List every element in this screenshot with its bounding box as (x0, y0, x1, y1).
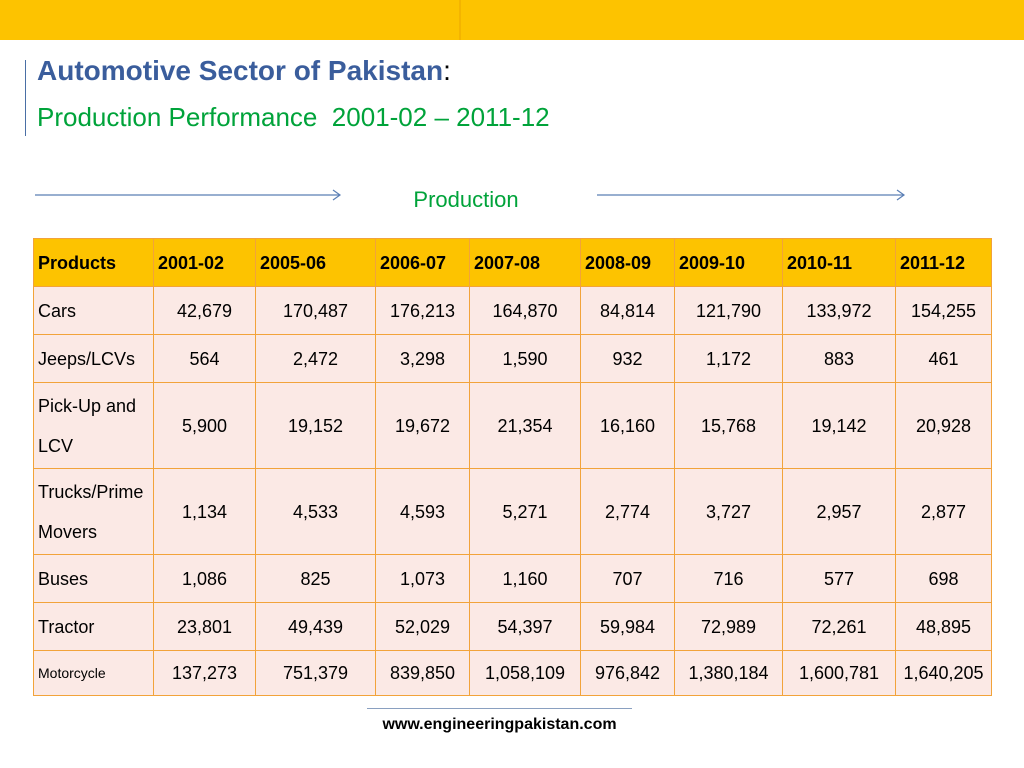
cell: 19,142 (782, 382, 896, 469)
cell: 137,273 (153, 650, 256, 696)
top-divider (459, 0, 461, 40)
cell: 1,600,781 (782, 650, 896, 696)
cell: 2,957 (782, 468, 896, 555)
cell: 1,380,184 (674, 650, 783, 696)
table-row: Pick-Up and LCV 5,900 19,152 19,672 21,354 16… (33, 382, 992, 469)
cell: 19,152 (255, 382, 376, 469)
cell: 72,261 (782, 602, 896, 651)
production-table: Products 2001-02 2005-06 2006-07 2007-08 2008… (33, 238, 992, 696)
cell: 59,984 (580, 602, 675, 651)
cell: 3,727 (674, 468, 783, 555)
header-cell: 2001-02 (153, 238, 256, 287)
cell: 698 (895, 554, 992, 603)
cell: 121,790 (674, 286, 783, 335)
cell: 176,213 (375, 286, 470, 335)
table-row: Trucks/Prime Movers 1,134 4,533 4,593 5,271 2… (33, 468, 992, 555)
header-cell: Products (33, 238, 154, 287)
cell: 1,172 (674, 334, 783, 383)
top-bar (0, 0, 1024, 40)
row-label: Pick-Up and LCV (33, 382, 154, 469)
cell: 5,271 (469, 468, 581, 555)
cell: 1,073 (375, 554, 470, 603)
title-rule (25, 60, 26, 136)
header-row: Products 2001-02 2005-06 2006-07 2007-08 2008… (33, 238, 992, 287)
cell: 23,801 (153, 602, 256, 651)
title-colon: : (443, 55, 451, 86)
cell: 21,354 (469, 382, 581, 469)
cell: 1,058,109 (469, 650, 581, 696)
table-row: Cars 42,679 170,487 176,213 164,870 84,814 121… (33, 286, 992, 335)
cell: 839,850 (375, 650, 470, 696)
cell: 84,814 (580, 286, 675, 335)
cell: 751,379 (255, 650, 376, 696)
table-row: Motorcycle 137,273 751,379 839,850 1,058,109… (33, 650, 992, 696)
table-row: Tractor 23,801 49,439 52,029 54,397 59,984 72,… (33, 602, 992, 651)
title: Automotive Sector of Pakistan: (37, 55, 451, 87)
row-label: Tractor (33, 602, 154, 651)
row-label: Motorcycle (33, 650, 154, 696)
cell: 154,255 (895, 286, 992, 335)
cell: 16,160 (580, 382, 675, 469)
cell: 42,679 (153, 286, 256, 335)
cell: 883 (782, 334, 896, 383)
cell: 1,160 (469, 554, 581, 603)
cell: 4,533 (255, 468, 376, 555)
cell: 2,774 (580, 468, 675, 555)
cell: 976,842 (580, 650, 675, 696)
table-row: Buses 1,086 825 1,073 1,160 707 716 577 698 (33, 554, 992, 603)
cell: 1,134 (153, 468, 256, 555)
header-cell: 2008-09 (580, 238, 675, 287)
arrows (35, 189, 906, 201)
cell: 1,086 (153, 554, 256, 603)
cell: 170,487 (255, 286, 376, 335)
cell: 1,640,205 (895, 650, 992, 696)
cell: 716 (674, 554, 783, 603)
cell: 15,768 (674, 382, 783, 469)
footer-rule (367, 708, 632, 709)
cell: 164,870 (469, 286, 581, 335)
cell: 19,672 (375, 382, 470, 469)
cell: 461 (895, 334, 992, 383)
cell: 48,895 (895, 602, 992, 651)
cell: 52,029 (375, 602, 470, 651)
cell: 2,877 (895, 468, 992, 555)
cell: 825 (255, 554, 376, 603)
header-cell: 2011-12 (895, 238, 992, 287)
cell: 49,439 (255, 602, 376, 651)
subtitle: Production Performance 2001-02 – 2011-12 (37, 102, 550, 132)
cell: 707 (580, 554, 675, 603)
cell: 2,472 (255, 334, 376, 383)
header-cell: 2007-08 (469, 238, 581, 287)
header-cell: 2010-11 (782, 238, 896, 287)
title-text: Automotive Sector of Pakistan (37, 55, 444, 86)
table-row: Jeeps/LCVs 564 2,472 3,298 1,590 932 1,172 883 4… (33, 334, 992, 383)
section-label: Production (413, 187, 519, 212)
row-label: Buses (33, 554, 154, 603)
cell: 1,590 (469, 334, 581, 383)
cell: 133,972 (782, 286, 896, 335)
cell: 4,593 (375, 468, 470, 555)
cell: 20,928 (895, 382, 992, 469)
header-cell: 2006-07 (375, 238, 470, 287)
header-cell: 2005-06 (255, 238, 376, 287)
cell: 54,397 (469, 602, 581, 651)
row-label: Trucks/Prime Movers (33, 468, 154, 555)
cell: 577 (782, 554, 896, 603)
row-label: Jeeps/LCVs (33, 334, 154, 383)
row-label: Cars (33, 286, 154, 335)
cell: 564 (153, 334, 256, 383)
cell: 932 (580, 334, 675, 383)
header-cell: 2009-10 (674, 238, 783, 287)
cell: 3,298 (375, 334, 470, 383)
cell: 72,989 (674, 602, 783, 651)
cell: 5,900 (153, 382, 256, 469)
footer: www.engineeringpakistan.com (382, 716, 617, 733)
